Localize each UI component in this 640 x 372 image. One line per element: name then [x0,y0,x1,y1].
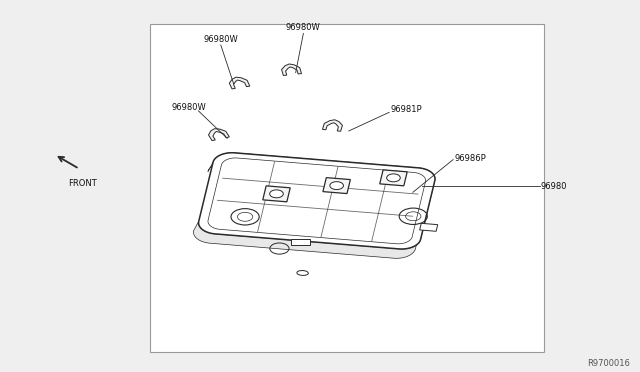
Text: 96980W: 96980W [172,103,206,112]
Bar [150,24,544,352]
Polygon shape [420,223,438,231]
Text: 96986P: 96986P [454,154,486,163]
Polygon shape [198,153,435,249]
Text: 96981P: 96981P [390,105,422,114]
Circle shape [387,174,400,182]
Polygon shape [209,129,229,141]
Polygon shape [323,177,350,193]
Polygon shape [380,170,407,186]
Polygon shape [291,239,310,244]
Polygon shape [323,120,342,131]
Polygon shape [282,64,301,76]
Text: R9700016: R9700016 [588,359,630,368]
Text: FRONT: FRONT [68,179,97,187]
Circle shape [330,182,344,190]
Polygon shape [229,77,250,89]
Text: 96980: 96980 [541,182,567,190]
Polygon shape [193,153,435,258]
Circle shape [269,190,284,198]
Text: 96980W: 96980W [286,23,321,32]
Text: 96980W: 96980W [204,35,238,44]
Polygon shape [263,186,290,202]
